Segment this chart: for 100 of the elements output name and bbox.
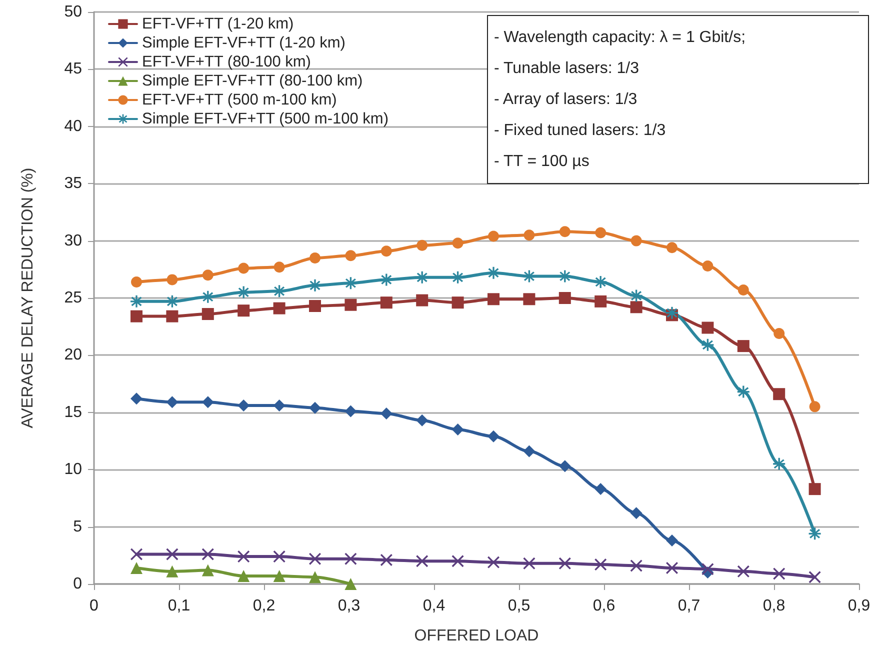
point: [344, 552, 357, 565]
point: [488, 266, 500, 279]
point: [594, 295, 607, 308]
legend-label: Simple EFT-VF+TT (1-20 km): [142, 34, 346, 52]
point: [309, 552, 321, 565]
point: [630, 560, 642, 572]
point: [666, 534, 678, 547]
point: [452, 296, 464, 309]
x-tick-label: 0,8: [762, 598, 786, 614]
point: [773, 568, 786, 580]
point: [702, 260, 714, 272]
point: [238, 570, 250, 582]
point: [488, 430, 500, 442]
point: [380, 554, 392, 566]
point: [166, 310, 178, 322]
point: [488, 293, 500, 306]
point: [380, 246, 392, 257]
point: [808, 528, 821, 540]
y-tick-label: 20: [64, 346, 82, 364]
point: [666, 562, 678, 574]
point: [452, 424, 464, 436]
point: [202, 548, 214, 560]
point: [558, 292, 571, 304]
point: [344, 405, 357, 418]
x-tick-label: 0,3: [338, 598, 360, 614]
y-axis-title: AVERAGE DELAY REDUCTION (%): [20, 168, 36, 428]
point: [702, 322, 714, 334]
point: [738, 284, 749, 296]
point: [274, 262, 285, 273]
point: [666, 242, 678, 254]
y-tick-label: 15: [64, 404, 82, 421]
y-tick-label: 25: [64, 290, 82, 306]
point: [524, 230, 535, 241]
point: [202, 308, 214, 320]
annotation: - Tunable lasers: 1/3: [494, 59, 640, 79]
point: [273, 550, 286, 563]
point: [238, 262, 250, 274]
point: [737, 340, 750, 352]
point: [309, 402, 321, 414]
point: [523, 445, 536, 458]
point: [130, 310, 142, 322]
point: [166, 274, 178, 286]
x-tick-label: 0,7: [678, 598, 700, 614]
x-tick-label: 0: [90, 598, 99, 614]
point: [380, 408, 392, 420]
point: [309, 300, 321, 312]
point: [310, 252, 320, 264]
point: [808, 571, 821, 584]
point: [166, 548, 178, 560]
point: [666, 306, 678, 319]
point: [202, 270, 214, 281]
point: [130, 295, 142, 308]
point: [594, 276, 607, 288]
point: [808, 483, 821, 496]
legend-label: EFT-VF+TT (1-20 km): [142, 16, 294, 32]
point: [773, 388, 786, 400]
x-tick-label: 0,5: [508, 598, 530, 614]
point: [130, 392, 142, 405]
point: [488, 230, 499, 242]
point: [166, 396, 178, 408]
annotation: - Fixed tuned lasers: 1/3: [494, 121, 667, 141]
y-tick-label: 40: [64, 118, 82, 135]
point: [523, 293, 536, 306]
point: [558, 460, 571, 472]
y-tick-label: 45: [64, 60, 82, 78]
point: [702, 563, 714, 576]
point: [416, 240, 428, 251]
point: [273, 400, 286, 412]
point: [309, 279, 321, 292]
point: [595, 227, 606, 238]
point: [559, 226, 570, 238]
point: [416, 414, 428, 426]
point: [202, 396, 214, 408]
point: [452, 271, 464, 284]
y-tick-label: 35: [64, 175, 82, 192]
point: [774, 328, 785, 339]
point: [702, 338, 714, 351]
point: [594, 483, 607, 496]
y-tick-label: 50: [64, 4, 82, 20]
point: [380, 274, 392, 286]
x-tick-label: 0,9: [848, 598, 870, 614]
point: [773, 458, 786, 470]
point: [131, 276, 142, 288]
point: [558, 557, 571, 570]
point: [452, 555, 464, 568]
annotation: - Wavelength capacity: λ = 1 Gbit/s;: [494, 28, 747, 48]
point: [809, 401, 820, 412]
point: [238, 286, 250, 298]
point: [452, 238, 464, 249]
x-tick-label: 0,4: [422, 598, 446, 614]
point: [166, 295, 178, 308]
point: [558, 270, 571, 282]
point: [416, 294, 428, 306]
point: [380, 296, 392, 309]
point: [737, 565, 750, 578]
point: [416, 271, 428, 284]
point: [238, 550, 250, 563]
point: [630, 290, 642, 302]
point: [309, 571, 321, 584]
point: [130, 562, 142, 574]
